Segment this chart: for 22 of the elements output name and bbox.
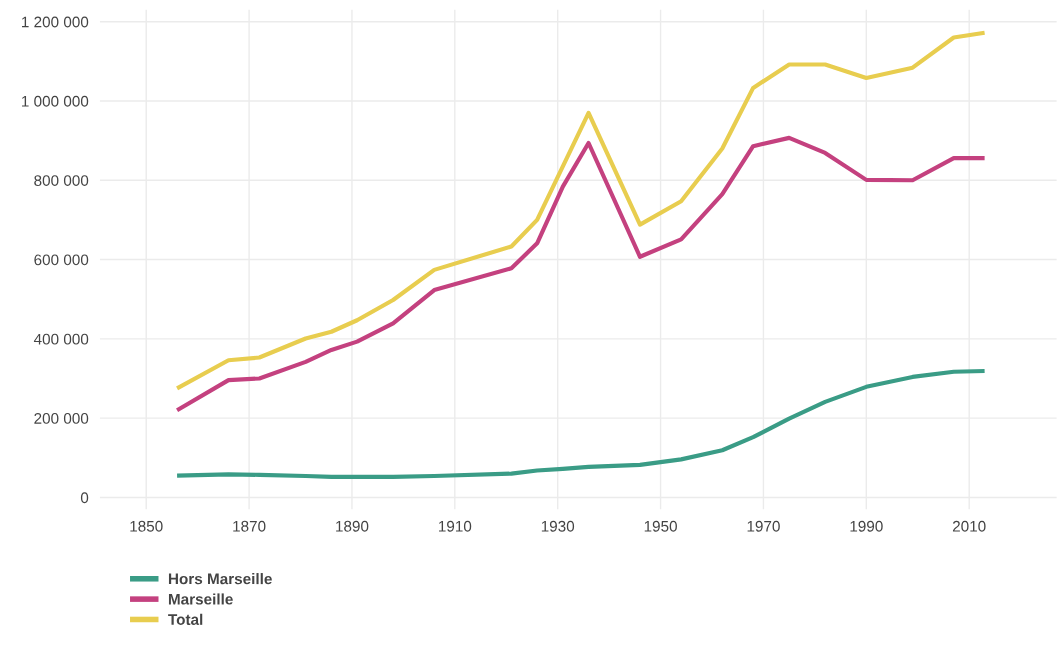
line-series	[174, 135, 987, 413]
x-tick-label: 1950	[644, 520, 677, 532]
x-tick-label: 1890	[336, 520, 369, 532]
y-tick-label: 400 000	[33, 333, 89, 345]
x-tick-label: 1930	[541, 520, 575, 532]
line-series	[174, 30, 987, 391]
x-tick-label: 1910	[439, 520, 472, 532]
x-tick-label: 1870	[233, 520, 266, 532]
x-tick-label: 1850	[130, 520, 163, 532]
legend-label: Hors Marseille	[168, 573, 272, 585]
y-tick-label: 200 000	[34, 413, 89, 424]
line-series	[174, 368, 987, 479]
y-tick-label: 800 000	[34, 175, 89, 186]
y-tick-label: 1 200 000	[22, 16, 89, 28]
x-tick-label: 1990	[850, 520, 883, 532]
legend-label: Total	[168, 613, 203, 625]
x-tick-label: 1970	[747, 520, 780, 532]
x-tick-label: 2010	[952, 520, 986, 532]
y-tick-label: 1 000 000	[22, 95, 89, 107]
legend-label: Marseille	[168, 593, 233, 605]
y-tick-label: 0	[80, 492, 89, 504]
y-tick-label: 600 000	[34, 254, 89, 266]
